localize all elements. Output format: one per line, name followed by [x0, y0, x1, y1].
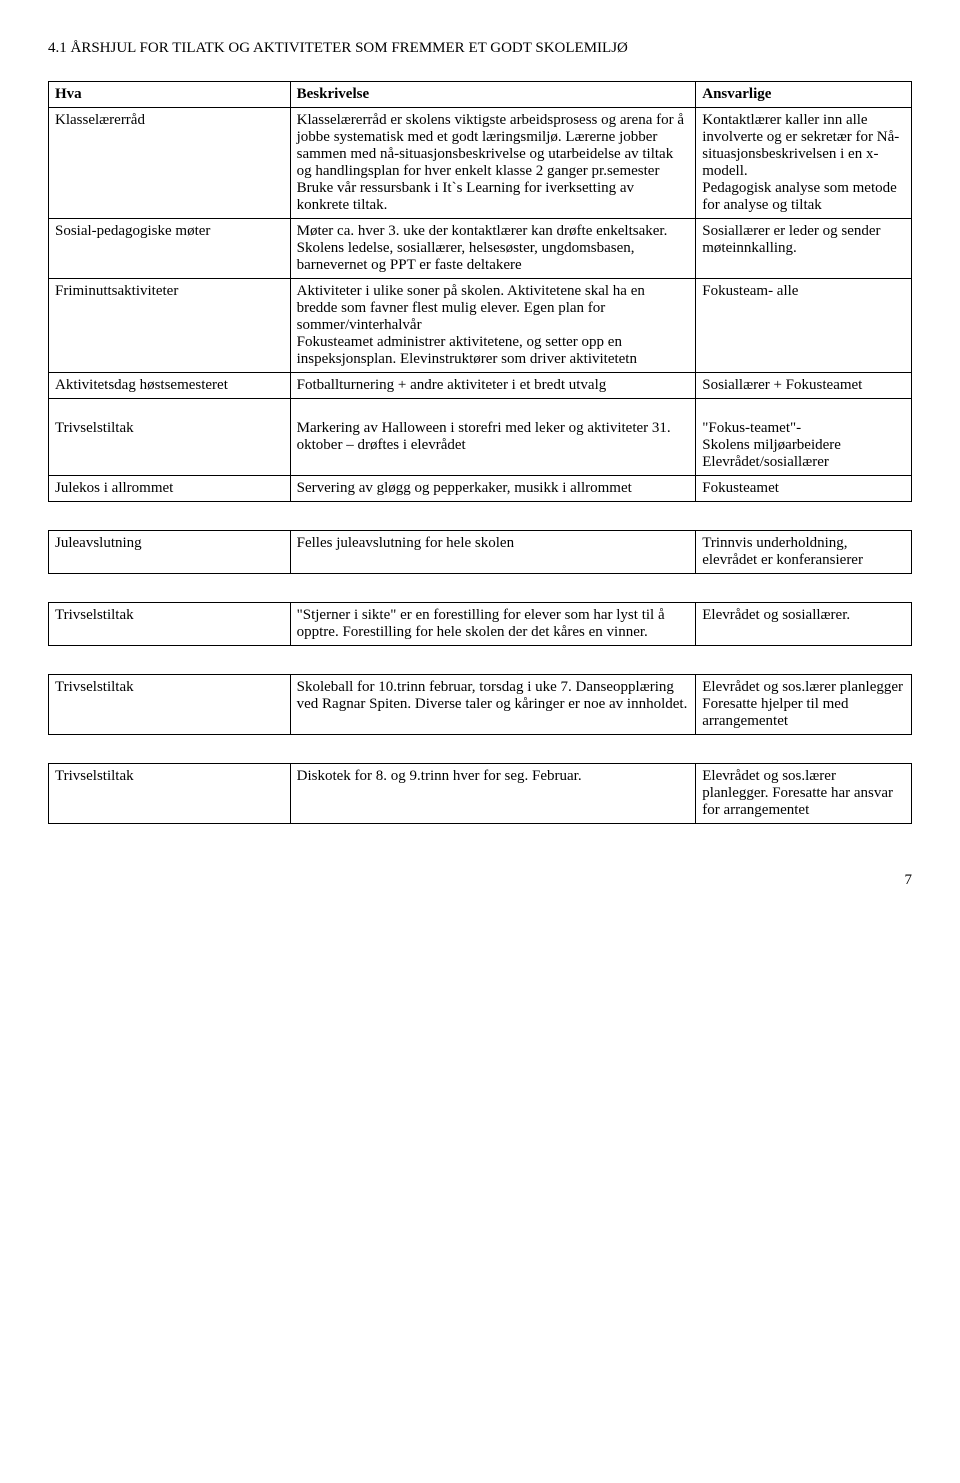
data-table: HvaBeskrivelseAnsvarligeKlasselærerrådKl… — [48, 81, 912, 502]
beskrivelse-cell: Aktiviteter i ulike soner på skolen. Akt… — [290, 279, 696, 373]
table-header-row: HvaBeskrivelseAnsvarlige — [49, 82, 912, 108]
table-row: TrivselstiltakSkoleball for 10.trinn feb… — [49, 675, 912, 735]
beskrivelse-cell: Markering av Halloween i storefri med le… — [290, 399, 696, 476]
beskrivelse-cell: Servering av gløgg og pepperkaker, musik… — [290, 476, 696, 502]
ansvarlige-cell: Sosiallærer er leder og sender møteinnka… — [696, 219, 912, 279]
page-number: 7 — [48, 872, 912, 889]
table-row: TrivselstiltakMarkering av Halloween i s… — [49, 399, 912, 476]
beskrivelse-cell: Møter ca. hver 3. uke der kontaktlærer k… — [290, 219, 696, 279]
data-table: TrivselstiltakSkoleball for 10.trinn feb… — [48, 674, 912, 735]
beskrivelse-cell: Fotballturnering + andre aktiviteter i e… — [290, 373, 696, 399]
beskrivelse-cell: Klasselærerråd er skolens viktigste arbe… — [290, 108, 696, 219]
data-table: JuleavslutningFelles juleavslutning for … — [48, 530, 912, 574]
hva-cell: Klasselærerråd — [49, 108, 291, 219]
hva-cell: Sosial-pedagogiske møter — [49, 219, 291, 279]
hva-cell: Trivselstiltak — [49, 603, 291, 646]
column-header: Ansvarlige — [696, 82, 912, 108]
table-row: TrivselstiltakDiskotek for 8. og 9.trinn… — [49, 764, 912, 824]
table-row: FriminuttsaktiviteterAktiviteter i ulike… — [49, 279, 912, 373]
beskrivelse-cell: Diskotek for 8. og 9.trinn hver for seg.… — [290, 764, 696, 824]
ansvarlige-cell: Trinnvis underholdning, elevrådet er kon… — [696, 531, 912, 574]
table-row: Aktivitetsdag høstsemesteretFotballturne… — [49, 373, 912, 399]
hva-cell: Julekos i allrommet — [49, 476, 291, 502]
ansvarlige-cell: Sosiallærer + Fokusteamet — [696, 373, 912, 399]
beskrivelse-cell: "Stjerner i sikte" er en forestilling fo… — [290, 603, 696, 646]
ansvarlige-cell: Kontaktlærer kaller inn alle involverte … — [696, 108, 912, 219]
ansvarlige-cell: Fokusteamet — [696, 476, 912, 502]
data-table: Trivselstiltak"Stjerner i sikte" er en f… — [48, 602, 912, 646]
beskrivelse-cell: Felles juleavslutning for hele skolen — [290, 531, 696, 574]
hva-cell: Juleavslutning — [49, 531, 291, 574]
hva-cell: Trivselstiltak — [49, 675, 291, 735]
table-row: KlasselærerrådKlasselærerråd er skolens … — [49, 108, 912, 219]
hva-cell: Aktivitetsdag høstsemesteret — [49, 373, 291, 399]
beskrivelse-cell: Skoleball for 10.trinn februar, torsdag … — [290, 675, 696, 735]
table-row: Sosial-pedagogiske møterMøter ca. hver 3… — [49, 219, 912, 279]
tables-container: HvaBeskrivelseAnsvarligeKlasselærerrådKl… — [48, 81, 912, 824]
ansvarlige-cell: Elevrådet og sos.lærer planlegger. Fores… — [696, 764, 912, 824]
ansvarlige-cell: Fokusteam- alle — [696, 279, 912, 373]
hva-cell: Trivselstiltak — [49, 764, 291, 824]
hva-cell: Trivselstiltak — [49, 399, 291, 476]
table-row: JuleavslutningFelles juleavslutning for … — [49, 531, 912, 574]
column-header: Beskrivelse — [290, 82, 696, 108]
ansvarlige-cell: "Fokus-teamet"-Skolens miljøarbeidere El… — [696, 399, 912, 476]
table-row: Trivselstiltak"Stjerner i sikte" er en f… — [49, 603, 912, 646]
ansvarlige-cell: Elevrådet og sosiallærer. — [696, 603, 912, 646]
ansvarlige-cell: Elevrådet og sos.lærer planlegger Foresa… — [696, 675, 912, 735]
column-header: Hva — [49, 82, 291, 108]
hva-cell: Friminuttsaktiviteter — [49, 279, 291, 373]
table-row: Julekos i allrommetServering av gløgg og… — [49, 476, 912, 502]
section-heading: 4.1 ÅRSHJUL FOR TILATK OG AKTIVITETER SO… — [48, 40, 912, 57]
data-table: TrivselstiltakDiskotek for 8. og 9.trinn… — [48, 763, 912, 824]
